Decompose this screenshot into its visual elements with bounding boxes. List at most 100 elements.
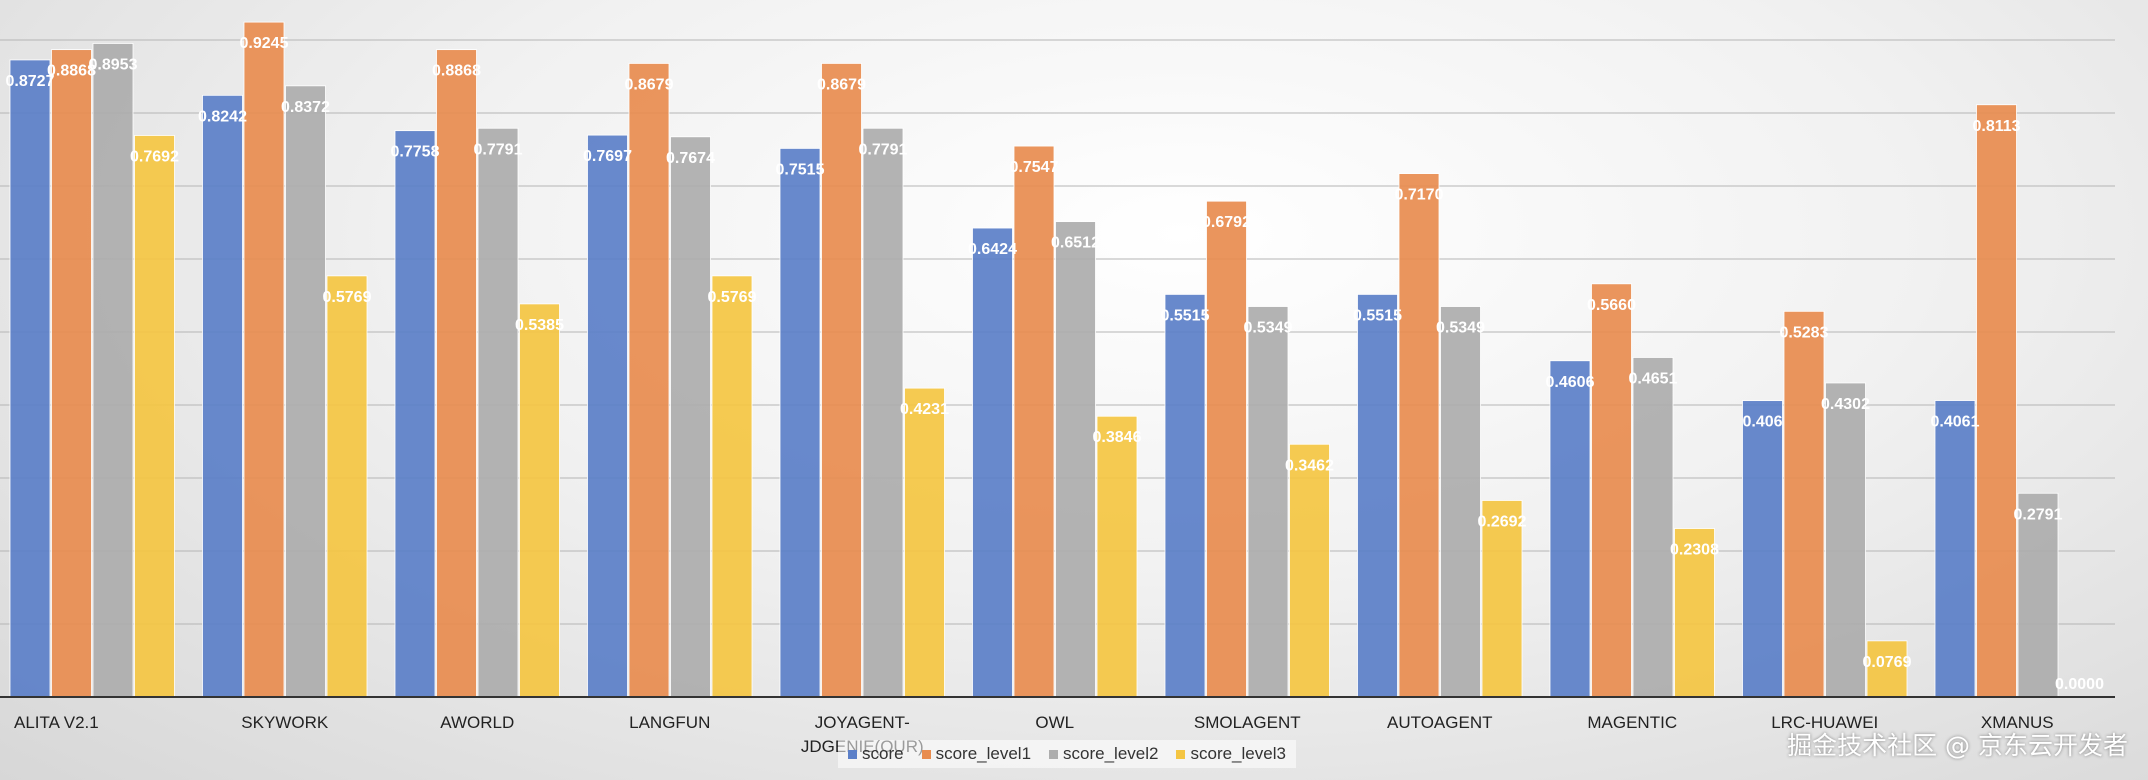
legend-label-score-level3: score_level3: [1190, 744, 1286, 763]
value-label: 0.5283: [1780, 324, 1829, 341]
category-label: LRC-HUAWEI: [1771, 713, 1878, 732]
value-label: 0.8953: [89, 56, 138, 73]
value-label: 0.6792: [1202, 214, 1251, 231]
value-label: 0.5515: [1161, 307, 1210, 324]
category-label: MAGENTIC: [1587, 713, 1677, 732]
value-label: 0.7547: [1010, 159, 1059, 176]
bar-score-level3: [134, 135, 175, 698]
legend-label-score-level1: score_level1: [935, 744, 1032, 763]
bar-score-level3: [1481, 500, 1523, 698]
value-label: 0.8242: [198, 108, 247, 125]
legend-item-score-level2: score_level2: [1049, 744, 1158, 764]
bar-score-level2: [285, 85, 326, 698]
value-label: 0.0000: [2055, 676, 2104, 693]
value-label: 0.6424: [968, 241, 1017, 258]
bar-score-level3: [904, 387, 945, 698]
bar-score: [1934, 400, 1976, 698]
bar-score-level1: [1206, 200, 1247, 698]
value-label: 0.5349: [1244, 320, 1293, 337]
value-label: 0.5660: [1587, 297, 1636, 314]
bar-score-level2: [1055, 221, 1096, 698]
value-label: 0.4302: [1821, 396, 1870, 413]
value-label: 0.8113: [1972, 118, 2020, 135]
value-label: 0.406: [1742, 414, 1782, 431]
bar-score-level2: [1247, 306, 1289, 698]
bar-score: [779, 148, 821, 698]
value-label: 0.9245: [240, 35, 289, 52]
value-label: 0.7697: [583, 148, 632, 165]
value-label: 0.5769: [708, 289, 757, 306]
data-labels: 0.87270.88680.89530.76920.82420.92450.83…: [6, 35, 2105, 693]
bar-score-level3: [1096, 415, 1138, 698]
value-label: 0.7791: [474, 141, 523, 158]
legend-label-score: score: [862, 744, 904, 763]
bar-score-level2: [1440, 306, 1481, 698]
value-label: 0.7758: [391, 144, 440, 161]
bar-score: [9, 59, 51, 698]
bar-score-level2: [92, 43, 134, 698]
value-label: 0.8727: [6, 73, 55, 90]
bars: [9, 21, 2059, 698]
legend-swatch-score-level1: [921, 749, 931, 759]
bar-score: [202, 94, 243, 698]
value-label: 0.4651: [1629, 370, 1678, 387]
legend-item-score-level3: score_level3: [1176, 744, 1286, 764]
value-label: 0.3462: [1285, 457, 1334, 474]
bar-score: [1357, 294, 1398, 698]
bar-score-level1: [51, 49, 92, 698]
value-label: 0.5349: [1436, 320, 1485, 337]
value-label: 0.4231: [900, 401, 949, 418]
value-label: 0.5385: [515, 317, 564, 334]
value-label: 0.2791: [2014, 506, 2063, 523]
bar-score-level1: [1398, 173, 1440, 698]
bar-score-level1: [243, 21, 285, 698]
legend-swatch-score-level3: [1176, 749, 1186, 759]
bar-score-level3: [711, 275, 753, 698]
category-label: AWORLD: [440, 713, 514, 732]
bar-score: [1164, 294, 1206, 698]
value-label: 0.8868: [432, 63, 481, 80]
category-label: ALITA V2.1: [14, 713, 99, 732]
legend-swatch-score-level2: [1049, 749, 1059, 759]
value-label: 0.7170: [1395, 187, 1444, 204]
category-label: SMOLAGENT: [1194, 713, 1301, 732]
bar-score-level1: [1013, 145, 1055, 698]
bar-score-level1: [1591, 283, 1632, 698]
bar-score-level1: [1976, 104, 2017, 698]
value-label: 0.2692: [1478, 513, 1527, 530]
value-label: 0.7515: [776, 161, 825, 178]
value-label: 0.3846: [1093, 429, 1142, 446]
bar-score-level3: [326, 275, 368, 698]
bar-score-level1: [436, 49, 477, 698]
category-label: AUTOAGENT: [1387, 713, 1492, 732]
bar-score-level2: [2017, 492, 2059, 698]
watermark: 掘金技术社区 @ 京东云开发者: [1787, 731, 2128, 760]
bar-score-level1: [628, 63, 670, 698]
legend-swatch-score: [848, 749, 857, 759]
value-label: 0.8679: [817, 76, 866, 93]
bar-score-level2: [862, 127, 904, 698]
value-label: 0.4061: [1931, 414, 1980, 431]
value-label: 0.8372: [281, 99, 330, 116]
category-label: LANGFUN: [629, 713, 710, 732]
bar-score: [1742, 400, 1783, 698]
value-label: 0.8679: [625, 76, 674, 93]
value-label: 0.0769: [1863, 654, 1912, 671]
legend-item-score: score: [848, 744, 904, 764]
value-label: 0.8868: [47, 63, 96, 80]
bar-score-level2: [1632, 357, 1674, 698]
legend: score score_level1 score_level2 score_le…: [838, 740, 1296, 768]
bar-score-level2: [670, 136, 711, 698]
bar-score-level3: [519, 303, 560, 698]
bar-score-level3: [1289, 443, 1330, 698]
legend-label-score-level2: score_level2: [1063, 744, 1159, 763]
value-label: 0.7692: [130, 148, 179, 165]
value-label: 0.2308: [1670, 542, 1719, 559]
legend-item-score-level1: score_level1: [921, 744, 1032, 764]
value-label: 0.7674: [666, 150, 715, 167]
value-label: 0.5769: [323, 289, 372, 306]
bar-score: [394, 130, 436, 698]
bar-score-level2: [477, 127, 519, 698]
bar-score: [972, 227, 1013, 698]
